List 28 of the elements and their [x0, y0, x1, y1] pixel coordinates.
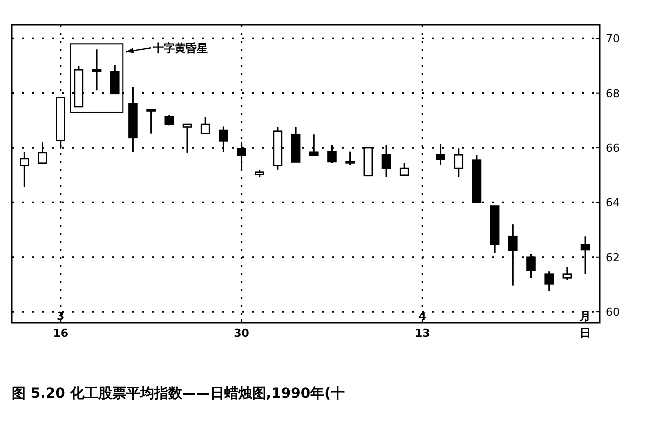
candlestick	[544, 270, 554, 292]
candlestick	[110, 64, 120, 95]
y-tick-label: 68	[606, 87, 620, 100]
annotation: 月	[579, 310, 592, 323]
candlestick	[146, 109, 156, 135]
y-tick-label: 64	[606, 196, 620, 210]
text: 图 5.20 化工股票平均指数——日蜡烛图,1990年(十	[12, 386, 345, 402]
y-tick-label: 66	[606, 142, 620, 156]
candlestick	[164, 114, 174, 126]
x-tick-label: 13	[415, 327, 430, 340]
candlestick	[20, 152, 30, 188]
x-tick-label: 日	[580, 327, 592, 340]
candlestick	[182, 124, 192, 154]
candlestick	[382, 144, 392, 178]
x-tick-label: 16	[53, 327, 69, 340]
candlestick	[92, 48, 102, 92]
candlestick	[526, 253, 536, 279]
candlestick	[400, 162, 410, 176]
y-tick-label: 70	[606, 32, 620, 46]
y-tick-label: 60	[606, 306, 620, 320]
candlestick	[200, 116, 210, 135]
candlestick	[562, 266, 572, 282]
candlestick	[346, 151, 355, 166]
x-tick-label: 30	[234, 327, 250, 340]
y-tick-label: 62	[606, 251, 620, 264]
annotation: 十字黄昏星	[152, 42, 208, 56]
annotation: 3	[57, 310, 65, 323]
candlestick	[454, 148, 464, 178]
